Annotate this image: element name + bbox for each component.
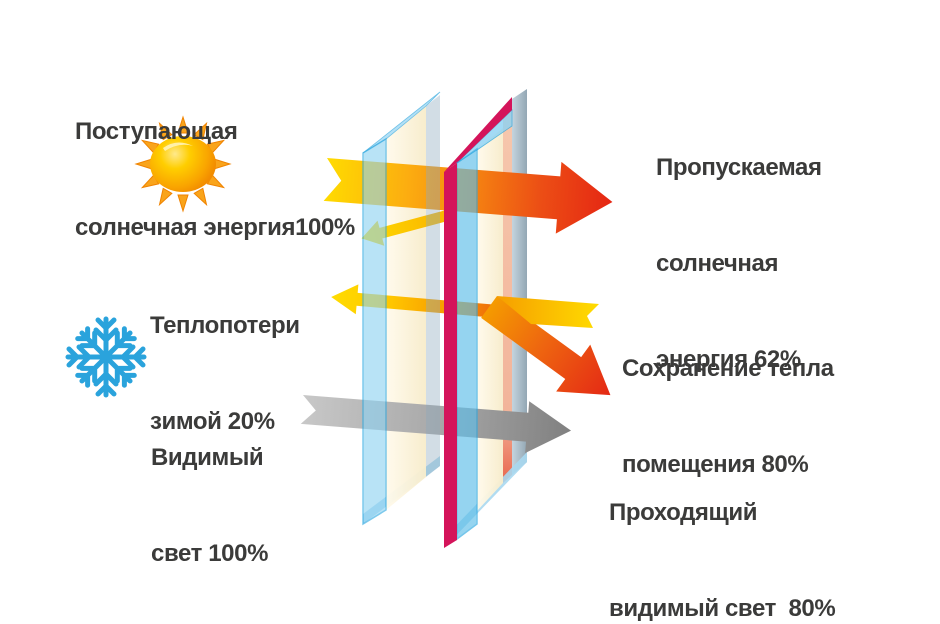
label-line: зимой 20% xyxy=(150,408,275,435)
label-line: Проходящий xyxy=(609,499,758,526)
label-transmitted-solar: Пропускаемая солнечная энергия 62% xyxy=(656,88,822,440)
label-visible-light-out: Проходящий видимый свет 80% xyxy=(609,433,836,624)
label-line: Поступающая xyxy=(75,118,238,145)
label-visible-light-in: Видимый свет 100% xyxy=(151,378,268,624)
left-pane-front-edge xyxy=(362,137,387,526)
label-line: энергия 62% xyxy=(656,346,801,373)
heat-retention-band xyxy=(497,296,599,328)
label-line: Сохранение тепла xyxy=(622,355,834,382)
label-heat-loss-winter: Теплопотери зимой 20% xyxy=(150,246,300,502)
label-line: видимый свет 80% xyxy=(609,595,836,622)
label-incoming-solar: Поступающая солнечная энергия100% xyxy=(75,52,355,308)
sun-icon xyxy=(134,115,232,213)
label-line: солнечная энергия100% xyxy=(75,214,355,241)
label-line: Видимый xyxy=(151,444,264,471)
heat-reflected-arrowhead xyxy=(481,296,611,396)
heat-loss-arrow xyxy=(331,284,533,321)
label-line: помещения 80% xyxy=(622,451,809,478)
heat-retention-arrow xyxy=(481,296,611,396)
coated-glass-pane-front xyxy=(444,97,513,548)
label-line: свет 100% xyxy=(151,540,269,567)
low-e-coating-strip xyxy=(444,163,457,548)
coated-pane-top-coating-edge xyxy=(444,97,512,172)
left-glass-pane-front xyxy=(362,91,441,526)
label-heat-retention: Сохранение тепла помещения 80% xyxy=(622,289,834,545)
left-pane-inner-edge xyxy=(426,95,440,477)
label-line: Пропускаемая xyxy=(656,154,822,181)
label-line: солнечная xyxy=(656,250,779,277)
coated-pane-front-glass-edge xyxy=(456,147,478,541)
snowflake-icon xyxy=(65,316,147,398)
label-line: Теплопотери xyxy=(150,312,300,339)
